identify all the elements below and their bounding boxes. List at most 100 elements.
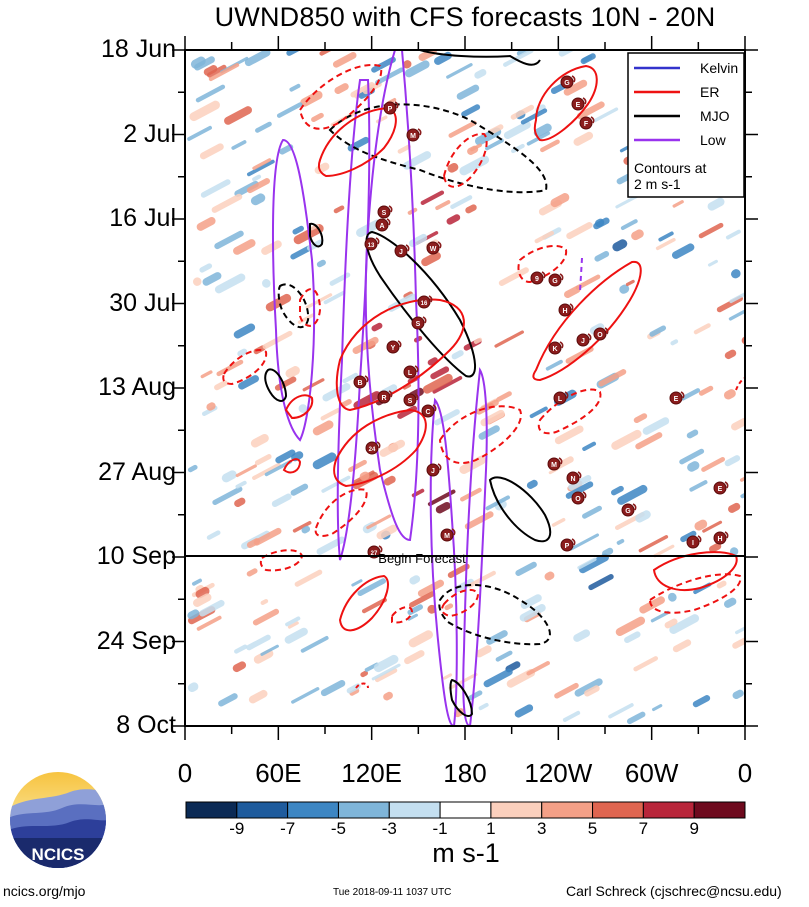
field-cell: [224, 106, 253, 125]
field-cell: [407, 604, 424, 616]
field-cell: [465, 204, 477, 214]
storm-label: 16: [421, 301, 428, 307]
storm-marker: J: [426, 463, 442, 477]
colorbar-swatch: [541, 801, 594, 819]
storm-marker: O: [593, 327, 609, 341]
footer-website[interactable]: ncics.org/mjo: [3, 883, 86, 899]
field-cell: [446, 63, 473, 79]
field-cell: [554, 682, 579, 699]
field-cell: [435, 200, 451, 211]
colorbar-swatch: [236, 801, 289, 819]
er-contour: [298, 63, 383, 130]
er-contour: [441, 588, 480, 618]
field-cell: [260, 644, 279, 656]
storm-label: M: [551, 462, 557, 469]
field-cell: [422, 373, 453, 394]
field-cell: [731, 417, 745, 431]
field-cell: [298, 404, 308, 413]
storm-label: S: [382, 210, 387, 217]
field-cell: [427, 604, 437, 614]
field-cell: [534, 230, 555, 244]
field-cell: [672, 639, 692, 653]
field-cell: [672, 200, 684, 208]
field-cell: [503, 121, 531, 140]
storm-label: E: [718, 486, 723, 493]
field-cell: [635, 510, 651, 523]
field-cell: [234, 180, 259, 197]
field-cell: [649, 325, 667, 337]
field-cell: [246, 178, 270, 194]
field-cell: [486, 630, 508, 645]
colorbar-tick-label: -3: [381, 819, 397, 838]
field-cell: [199, 599, 225, 617]
legend-label: MJO: [700, 108, 730, 124]
field-cell: [291, 687, 320, 704]
storm-marker: G: [560, 75, 576, 89]
field-cell: [427, 489, 456, 507]
field-cell: [476, 399, 499, 415]
field-cell: [731, 269, 741, 279]
storm-marker: H: [558, 303, 574, 317]
field-cell: [221, 470, 237, 483]
storm-marker: H: [713, 531, 729, 545]
field-cell: [200, 179, 231, 198]
field-cell: [376, 524, 398, 540]
storm-label: M: [410, 133, 416, 140]
field-cell: [563, 79, 588, 96]
field-cell: [473, 337, 483, 345]
er-contour: [299, 288, 322, 327]
field-cell: [252, 608, 280, 626]
field-cell: [397, 144, 411, 154]
field-cell: [588, 574, 614, 591]
x-tick-label: 60E: [255, 758, 302, 788]
storm-label: N: [570, 476, 575, 483]
x-tick-label: 0: [177, 758, 193, 788]
mjo-contour: [438, 584, 551, 646]
field-cell: [464, 511, 494, 530]
field-cell: [511, 143, 525, 154]
field-cell: [724, 349, 737, 360]
er-contour: [537, 388, 602, 435]
storm-marker: 24: [365, 441, 381, 455]
colorbar-swatch: [642, 801, 695, 819]
field-cell: [540, 139, 560, 153]
field-cell: [351, 579, 363, 587]
field-cell: [642, 417, 670, 435]
field-cell: [349, 688, 360, 696]
storm-marker: E: [713, 481, 729, 495]
y-tick-label: 24 Sep: [96, 626, 176, 655]
er-contour: [222, 349, 268, 386]
field-cell: [633, 656, 659, 672]
field-cell: [237, 348, 248, 357]
field-cell: [359, 471, 370, 481]
field-cell: [200, 370, 213, 379]
storm-label: K: [552, 346, 557, 353]
field-cell: [300, 636, 329, 653]
field-cell: [519, 604, 546, 622]
field-cell: [402, 60, 412, 69]
field-cell: [566, 222, 593, 240]
field-cell: [290, 245, 312, 260]
storm-label: O: [597, 332, 603, 339]
field-cell: [250, 193, 266, 206]
storm-label: G: [564, 80, 570, 87]
field-cell: [301, 525, 311, 534]
field-cell: [253, 527, 282, 546]
y-tick-label: 30 Jul: [109, 288, 176, 317]
field-cell: [516, 50, 547, 56]
colorbar-tick-label: -1: [432, 819, 448, 838]
field-cell: [474, 69, 487, 79]
field-cell: [702, 520, 723, 533]
field-cell: [323, 290, 346, 305]
legend-note: Contours at: [634, 160, 706, 176]
field-cell: [478, 425, 500, 440]
storm-marker: K: [548, 341, 564, 355]
colorbar-tick-label: -9: [229, 819, 245, 838]
x-tick-label: 180: [443, 758, 487, 788]
storm-label: J: [399, 249, 403, 256]
field-cell: [575, 274, 601, 290]
storm-marker: S: [403, 393, 419, 407]
field-cell: [196, 217, 216, 231]
ncics-logo: NCICS: [10, 772, 106, 868]
